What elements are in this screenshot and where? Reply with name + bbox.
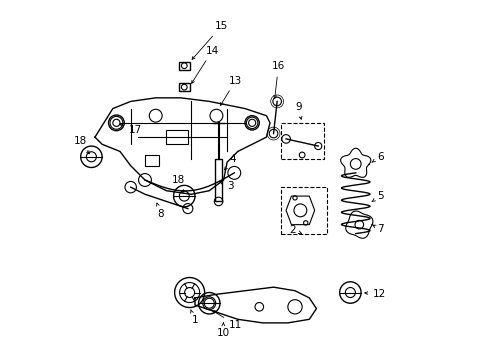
Text: 7: 7 bbox=[373, 224, 384, 234]
Text: 5: 5 bbox=[372, 191, 384, 202]
Text: 16: 16 bbox=[272, 62, 285, 98]
Text: 15: 15 bbox=[192, 21, 228, 59]
Bar bbox=[167, 130, 188, 144]
Text: 6: 6 bbox=[372, 152, 384, 162]
Text: 3: 3 bbox=[220, 181, 234, 192]
Text: 12: 12 bbox=[365, 289, 386, 299]
Text: 14: 14 bbox=[192, 46, 219, 83]
Text: 10: 10 bbox=[217, 322, 229, 338]
Text: 18: 18 bbox=[172, 175, 185, 193]
Text: 8: 8 bbox=[157, 203, 164, 219]
Text: 11: 11 bbox=[213, 311, 242, 330]
Text: 17: 17 bbox=[120, 124, 142, 135]
Bar bbox=[179, 62, 190, 69]
Text: 18: 18 bbox=[74, 136, 89, 154]
Bar bbox=[281, 187, 327, 234]
Text: 9: 9 bbox=[295, 102, 302, 119]
Text: 2: 2 bbox=[290, 225, 302, 235]
Text: 4: 4 bbox=[224, 154, 236, 170]
Bar bbox=[145, 155, 159, 166]
Bar bbox=[215, 158, 222, 202]
Bar bbox=[179, 83, 190, 91]
Bar bbox=[281, 123, 323, 158]
Text: 1: 1 bbox=[191, 310, 198, 325]
Text: 13: 13 bbox=[220, 76, 242, 105]
